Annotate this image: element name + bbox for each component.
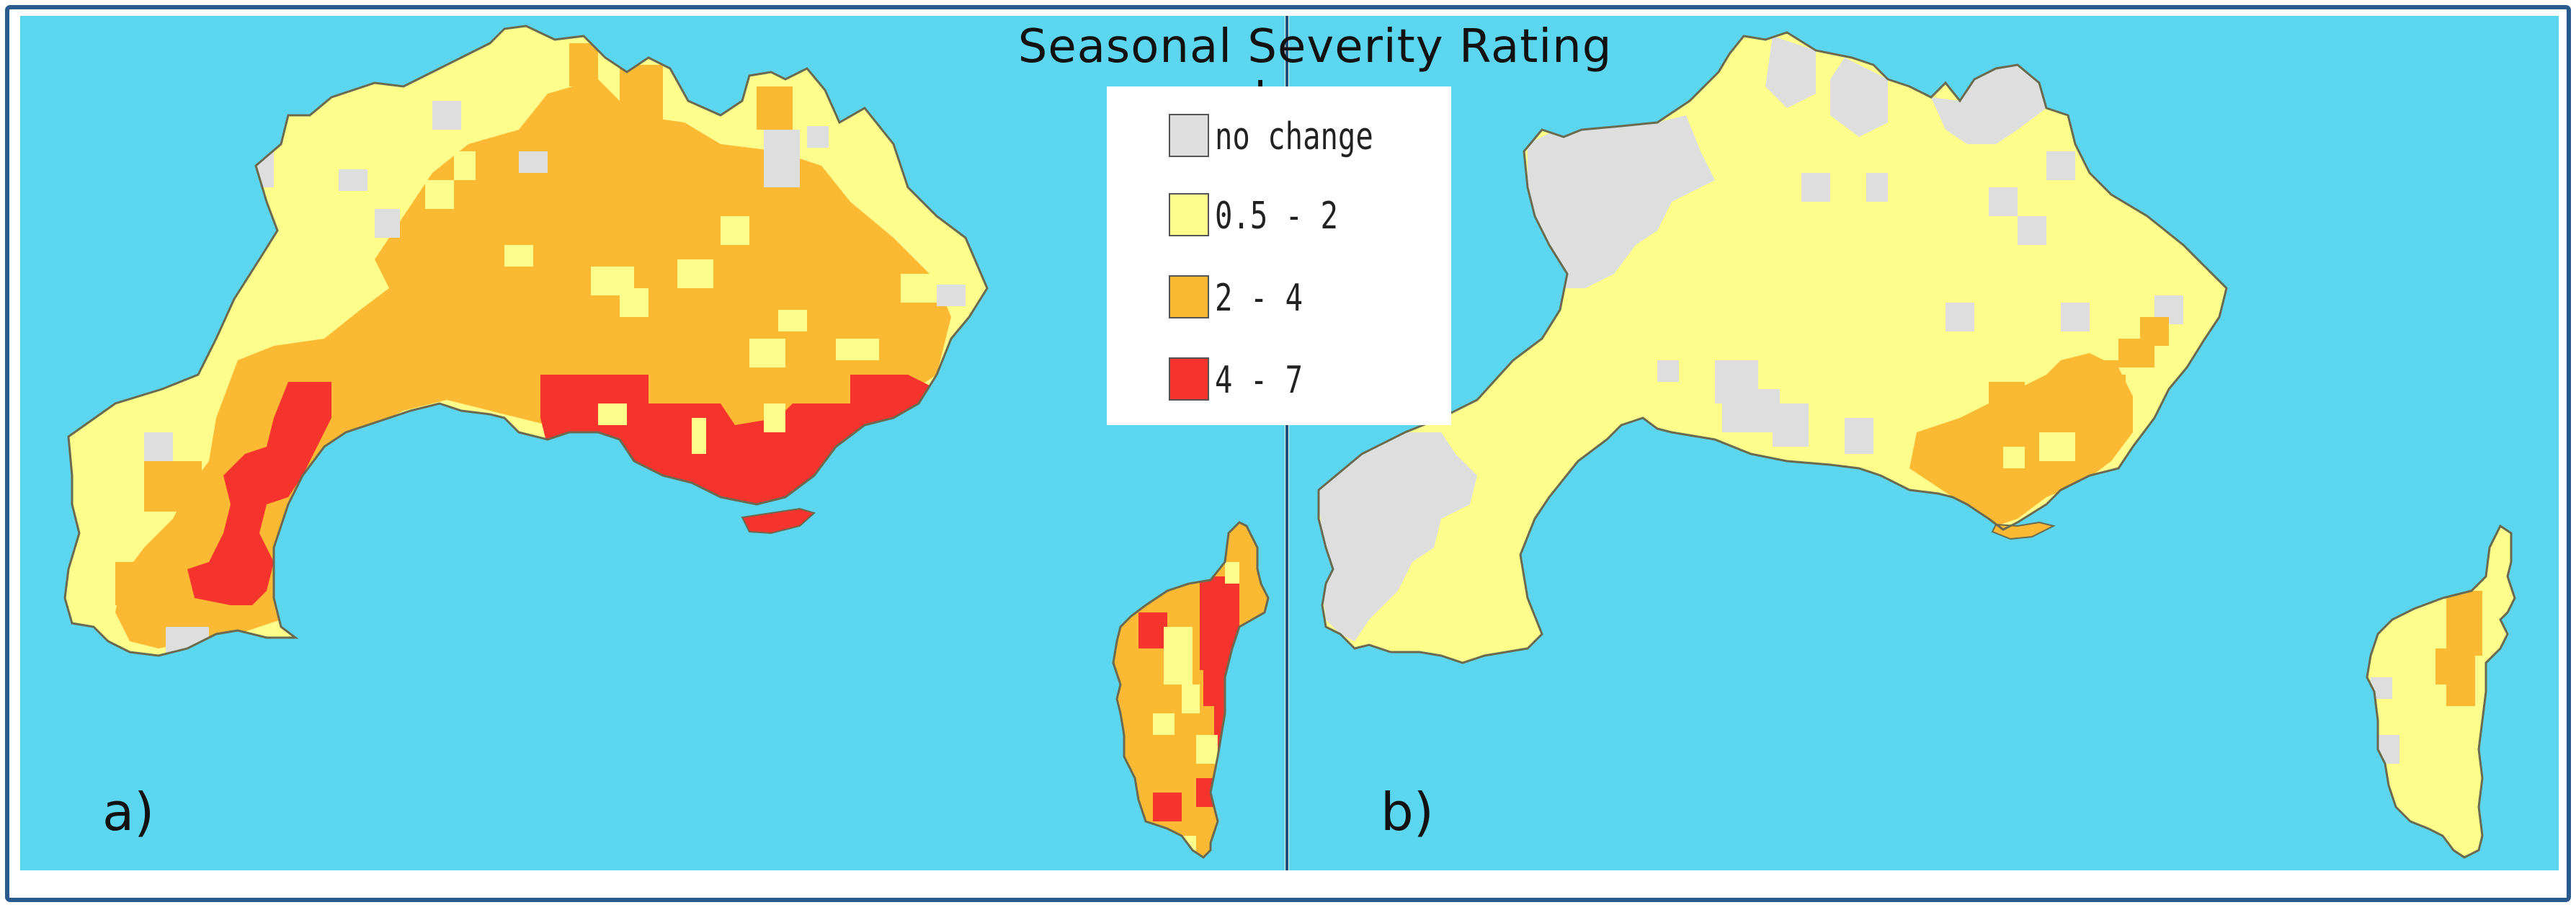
legend-item-0.5-2: 0.5 - 2 (1107, 193, 1445, 238)
legend-label-4-7: 4 - 7 (1215, 359, 1303, 402)
legend: no change 0.5 - 2 2 - 4 4 - 7 (1107, 86, 1451, 425)
figure-title: Seasonal Severity Rating change (1017, 20, 1613, 127)
panel-label-b: b) (1381, 782, 1434, 842)
legend-label-2-4: 2 - 4 (1215, 277, 1303, 320)
legend-item-no-change: no change (1107, 114, 1445, 159)
legend-swatch-0.5-2 (1169, 193, 1209, 236)
outer-frame (5, 5, 2571, 902)
legend-label-no-change: no change (1215, 115, 1373, 159)
sea-margin-left (20, 16, 43, 870)
panel-label-a: a) (102, 782, 155, 842)
legend-swatch-no-change (1169, 114, 1209, 157)
sea-margin-right (2523, 16, 2559, 870)
legend-label-0.5-2: 0.5 - 2 (1215, 195, 1338, 238)
legend-item-4-7: 4 - 7 (1107, 357, 1445, 402)
legend-swatch-4-7 (1169, 357, 1209, 401)
legend-swatch-2-4 (1169, 275, 1209, 318)
legend-item-2-4: 2 - 4 (1107, 275, 1445, 320)
